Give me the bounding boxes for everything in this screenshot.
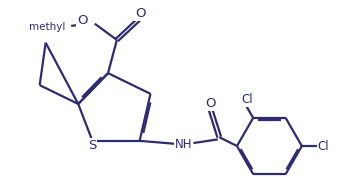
Text: O: O: [205, 97, 216, 110]
Text: methyl: methyl: [29, 22, 65, 32]
Text: O: O: [77, 14, 88, 27]
Text: Cl: Cl: [241, 93, 253, 106]
Text: S: S: [88, 139, 97, 152]
Text: Cl: Cl: [317, 139, 329, 153]
Text: NH: NH: [175, 138, 192, 151]
Text: O: O: [135, 7, 146, 20]
